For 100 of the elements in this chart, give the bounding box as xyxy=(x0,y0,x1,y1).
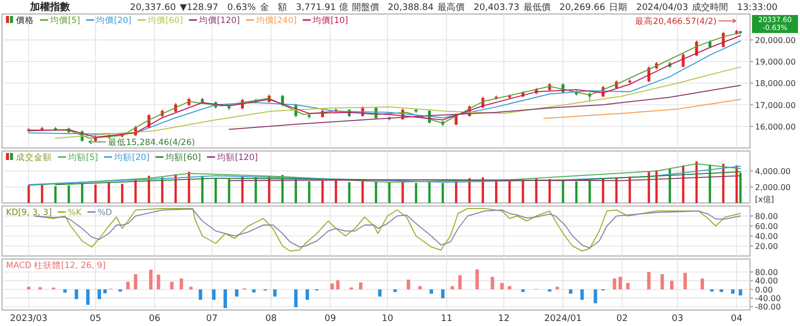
bar xyxy=(118,289,122,292)
legend-label: 均價[240] xyxy=(254,15,297,26)
bar xyxy=(508,286,512,290)
annotation: 最低15,284.46(4/26) xyxy=(108,136,195,148)
bar xyxy=(294,289,298,308)
bar xyxy=(26,286,30,290)
text: ▼128.97 xyxy=(180,3,218,13)
bar xyxy=(103,289,107,294)
legend-label: 均額[120] xyxy=(216,152,258,163)
bar xyxy=(588,180,591,203)
candlestick xyxy=(40,126,44,132)
bar xyxy=(348,182,350,203)
legend-label: %K xyxy=(68,208,82,218)
bar xyxy=(495,180,498,203)
bar xyxy=(647,272,651,290)
legend-label: 均價[10] xyxy=(312,15,348,26)
line-series xyxy=(54,66,741,139)
bar xyxy=(548,289,552,292)
bar xyxy=(660,274,664,290)
text: 20,388.84 xyxy=(388,3,434,13)
y-tick-label: 40.00 xyxy=(755,232,778,241)
bar xyxy=(121,184,124,203)
y-axis-title: [x億] xyxy=(755,195,774,204)
bar xyxy=(450,286,454,290)
bar xyxy=(393,289,397,292)
bar xyxy=(402,181,404,203)
y-tick-label: -80.00 xyxy=(755,302,781,312)
bar xyxy=(580,289,584,300)
y-tick-label: 4,000.00 xyxy=(755,167,791,176)
line-series xyxy=(228,84,741,130)
x-tick-label: 02 xyxy=(616,314,628,324)
bar xyxy=(362,180,364,203)
x-tick-label: 08 xyxy=(265,314,278,324)
y-tick-label: 20.00 xyxy=(755,242,778,251)
legend-label: 均價[60] xyxy=(146,15,183,26)
bar xyxy=(648,172,650,203)
y-tick-label: 0.00 xyxy=(755,285,773,294)
text: 最高價 xyxy=(438,2,465,13)
x-tick-label: 09 xyxy=(324,314,336,324)
x-tick-label: 05 xyxy=(90,314,102,324)
bar xyxy=(710,289,714,292)
bar xyxy=(458,275,462,290)
chart-title: MACD 柱狀體[12, 26, 9] xyxy=(6,260,106,271)
text: 0.63% xyxy=(227,3,256,13)
text: 20,403.73 xyxy=(474,3,520,13)
bar xyxy=(170,282,174,290)
bar xyxy=(86,289,90,305)
x-tick-label: 12 xyxy=(498,314,510,324)
bar xyxy=(568,289,572,294)
bar xyxy=(388,182,390,203)
line-series xyxy=(543,98,741,119)
legend-label: 成交金額 xyxy=(16,152,52,163)
bar xyxy=(378,289,382,297)
candlestick xyxy=(628,78,632,84)
bar xyxy=(500,282,504,290)
y-tick-label: -40.00 xyxy=(755,294,781,304)
bar xyxy=(273,289,277,297)
x-tick-label: 2024/01 xyxy=(544,314,582,324)
bar xyxy=(330,284,334,290)
bar xyxy=(430,289,434,294)
bar xyxy=(700,278,704,290)
bar xyxy=(441,289,445,298)
bar xyxy=(336,280,340,290)
candlestick xyxy=(228,104,231,110)
bar xyxy=(126,282,130,290)
y-tick-label: 80.00 xyxy=(755,212,778,221)
legend-label: %D xyxy=(97,208,113,218)
x-tick-label: 2023/03 xyxy=(10,314,48,324)
y-tick-label: 40.00 xyxy=(755,276,778,286)
bar xyxy=(252,289,256,292)
text: 2024/04/03 xyxy=(636,3,688,13)
bar xyxy=(626,282,630,290)
legend-label: 均額[60] xyxy=(164,152,201,163)
x-tick-label: 10 xyxy=(382,314,394,324)
legend-label: 均價[120] xyxy=(198,15,240,26)
x-tick-label: 07 xyxy=(206,314,218,324)
bar xyxy=(683,272,687,290)
bar xyxy=(308,181,310,203)
legend-label: 均額[20] xyxy=(113,152,150,163)
y-tick-label: 19,000.00 xyxy=(755,58,796,67)
bar xyxy=(406,280,410,290)
text: 成交時間 xyxy=(692,2,728,13)
bar xyxy=(201,176,204,203)
bar xyxy=(180,278,184,290)
legend-label: 均價[5] xyxy=(49,15,80,26)
legend-label: 均價[20] xyxy=(95,15,132,26)
bar xyxy=(594,289,598,304)
y-tick-label: 20,000.00 xyxy=(755,36,796,45)
y-tick-label: 2,000.00 xyxy=(755,183,791,192)
bar xyxy=(81,184,84,203)
candlestick xyxy=(308,113,311,120)
x-tick-label: 06 xyxy=(148,314,161,324)
x-tick-label: 04 xyxy=(730,314,743,324)
y-tick-label: 60.00 xyxy=(755,222,778,231)
bar xyxy=(134,274,138,290)
candlestick xyxy=(708,40,712,49)
bar xyxy=(738,289,742,296)
x-tick-label: 11 xyxy=(440,314,452,324)
bar xyxy=(575,181,578,203)
bar xyxy=(198,289,202,300)
